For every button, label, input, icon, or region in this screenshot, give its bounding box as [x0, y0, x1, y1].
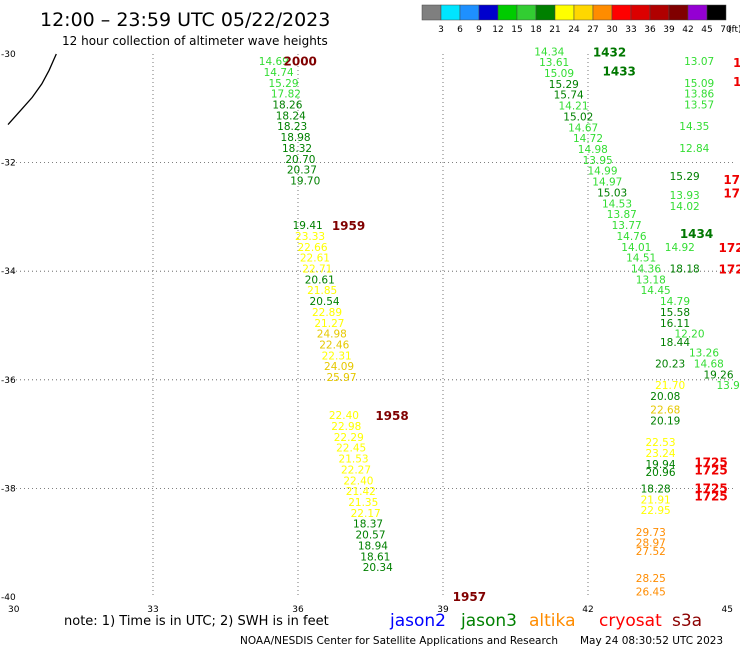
colorbar-swatch [688, 5, 707, 20]
colorbar-swatch [707, 5, 726, 20]
wave-height-label: 12.84 [679, 143, 709, 155]
map-title: 12:00 – 23:59 UTC 05/22/2023 [40, 9, 330, 31]
colorbar-swatch [631, 5, 650, 20]
x-tick-label: 30 [8, 605, 20, 615]
satellite-legend-jason3: jason3 [460, 611, 517, 631]
colorbar-swatch [517, 5, 536, 20]
time-label: 1 [733, 75, 740, 89]
satellite-legend: jason2 jason3 altika cryosat s3a [389, 611, 702, 631]
wave-height-label: 26.45 [636, 587, 666, 599]
colorbar-label: 30 [606, 25, 618, 35]
colorbar-label: 18 [530, 25, 542, 35]
wave-height-label: 25.97 [326, 372, 356, 384]
y-tick-label: -30 [1, 50, 16, 60]
time-label: 1432 [593, 45, 626, 59]
colorbar-label: 12 [492, 25, 503, 35]
wave-height-label: 13.57 [684, 99, 714, 111]
satellite-legend-cryosat: cryosat [599, 611, 662, 631]
legend-note: note: 1) Time is in UTC; 2) SWH is in fe… [64, 614, 329, 629]
colorbar-label: 33 [625, 25, 636, 35]
colorbar-label: 6 [457, 25, 463, 35]
colorbar-label: 42 [682, 25, 693, 35]
y-tick-label: -40 [1, 593, 16, 603]
colorbar-swatch [555, 5, 574, 20]
wave-height-label: 15.29 [670, 171, 700, 183]
map-subtitle: 12 hour collection of altimeter wave hei… [62, 34, 328, 48]
wave-height-label: 14.02 [670, 201, 700, 213]
y-tick-label: -34 [1, 267, 16, 277]
colorbar-swatch [422, 5, 441, 20]
colorbar-label: 39 [663, 25, 675, 35]
colorbar-swatch [574, 5, 593, 20]
wave-height-label: 20.34 [363, 562, 393, 574]
colorbar-swatch [441, 5, 460, 20]
colorbar-swatch [669, 5, 688, 20]
colorbar-swatch [536, 5, 555, 20]
wave-height-label: 27.52 [636, 546, 666, 558]
wave-height-label: 22.95 [641, 505, 671, 517]
colorbar-label: 45 [701, 25, 712, 35]
colorbar-label: 15 [511, 25, 522, 35]
satellite-legend-s3a: s3a [672, 611, 702, 631]
x-tick-label: 45 [722, 605, 733, 615]
colorbar-swatch [593, 5, 612, 20]
time-label: 1958 [375, 409, 408, 423]
wave-height-label: 28.25 [636, 573, 666, 585]
colorbar-label: 24 [568, 25, 580, 35]
coastline-path [8, 54, 56, 125]
wave-height-labels: 14.6914.7415.2917.8218.2618.2418.2318.98… [259, 46, 740, 598]
colorbar-label: 3 [438, 25, 444, 35]
time-label: 2000 [284, 55, 317, 69]
satellite-legend-altika: altika [529, 611, 576, 631]
wave-height-label: 18.44 [660, 337, 690, 349]
colorbar-swatch [650, 5, 669, 20]
time-label: 1434 [680, 227, 713, 241]
footer-timestamp: May 24 08:30:52 UTC 2023 [580, 635, 723, 647]
time-label: 172 [719, 241, 740, 255]
y-tick-label: -38 [1, 484, 16, 494]
wave-height-label: 20.23 [655, 359, 685, 371]
colorbar-swatch [612, 5, 631, 20]
colorbar-label: 36 [644, 25, 656, 35]
colorbar-label: 9 [476, 25, 482, 35]
time-label: 1 [733, 56, 740, 70]
wave-height-label: 13.07 [684, 56, 714, 68]
plot-area: 14.6914.7415.2917.8218.2618.2418.2318.98… [1, 45, 740, 615]
time-label: 172 [723, 186, 740, 200]
time-label: 1725 [694, 463, 727, 477]
wave-height-label: 14.35 [679, 121, 709, 133]
colorbar-label: 27 [587, 25, 598, 35]
time-label: 172 [719, 262, 740, 276]
y-tick-label: -36 [1, 376, 16, 386]
wave-height-label: 18.18 [670, 263, 700, 275]
wave-height-label: 20.08 [650, 391, 680, 403]
y-tick-label: -32 [1, 159, 16, 169]
wave-height-label: 19.70 [290, 176, 320, 188]
time-label: 1959 [332, 219, 365, 233]
wave-height-label: 13.9 [716, 380, 739, 392]
colorbar-swatch [460, 5, 479, 20]
x-tick-label: 42 [582, 605, 593, 615]
satellite-legend-jason2: jason2 [389, 611, 446, 631]
wave-height-label: 14.92 [665, 242, 695, 254]
colorbar-swatch [479, 5, 498, 20]
colorbar-swatch [498, 5, 517, 20]
wave-height-label: 20.96 [645, 467, 675, 479]
time-label: 1957 [453, 590, 486, 604]
colorbar-label: 21 [549, 25, 560, 35]
time-label: 17 [723, 173, 740, 187]
time-label: 1725 [694, 489, 727, 503]
footer-credit: NOAA/NESDIS Center for Satellite Applica… [240, 635, 558, 647]
time-label: 1433 [603, 64, 636, 78]
coastline [8, 54, 56, 125]
wave-height-label: 20.19 [650, 416, 680, 428]
colorbar-unit: (ft) [728, 25, 740, 35]
